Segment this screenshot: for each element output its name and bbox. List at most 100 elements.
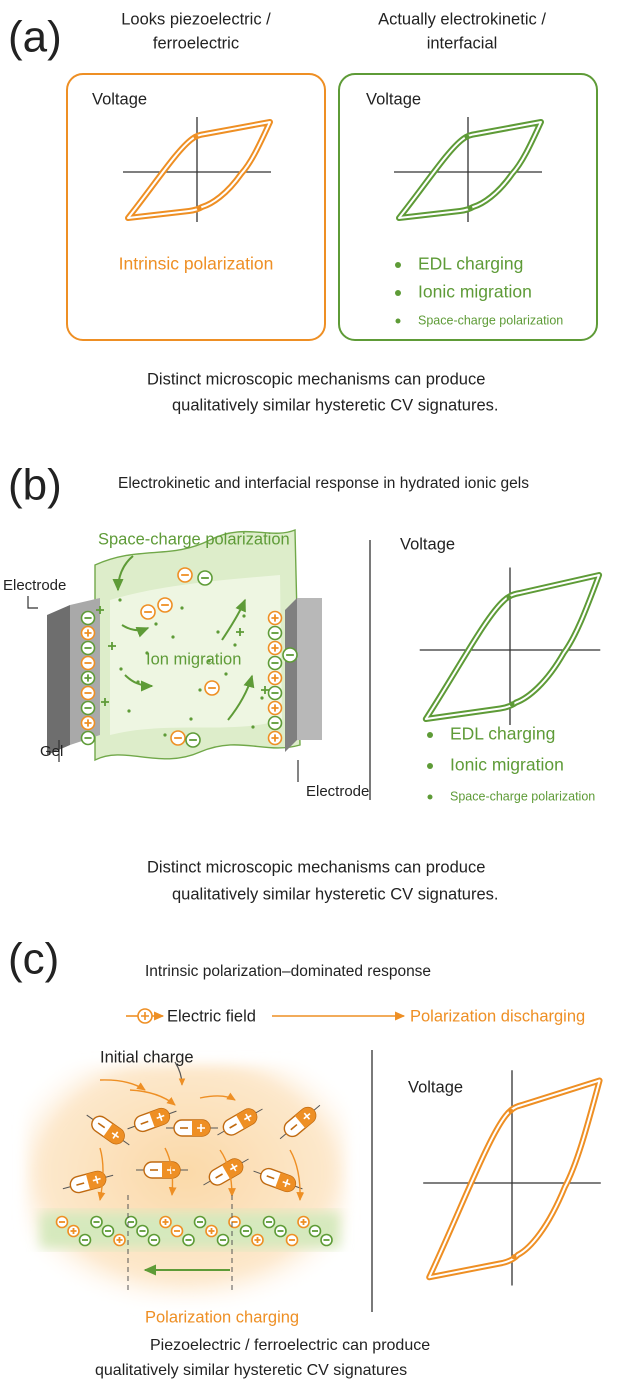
particle [180,606,184,610]
particle [251,725,255,729]
loop [396,119,544,221]
loop [426,1077,603,1281]
particle [224,672,228,676]
panel-label: (c) [8,935,59,984]
plus [111,1131,120,1139]
caption: qualitatively similar hysteretic CV sign… [95,1362,407,1379]
box [66,73,326,341]
bullet [395,318,401,324]
caption: Distinct microscopic mechanisms can prod… [147,370,485,388]
dipole [166,1119,218,1137]
heading: ferroelectric [153,34,239,52]
plus [156,1112,165,1121]
bullet-text: Ionic migration [418,282,532,302]
bullet [395,290,401,296]
plus [197,1124,205,1132]
hysteresis-plot [423,1070,603,1286]
plus [271,704,279,712]
arrow [227,674,255,721]
bullet-text: EDL charging [450,724,555,744]
particle [163,733,167,737]
hysteresis-plot [419,567,603,725]
caption: Distinct microscopic mechanisms can prod… [147,858,485,876]
bullet-text: Space-charge polarization [418,313,563,327]
electrode [285,598,297,752]
particle [216,630,220,634]
plus [141,1012,149,1020]
plus [282,1179,291,1188]
arrow [221,598,246,641]
dipole [127,1107,177,1133]
particle [154,622,158,626]
loop [422,572,603,722]
electrode [47,605,70,755]
panel-title: Electrokinetic and interfacial response … [118,475,529,492]
dot [511,1254,517,1260]
bracket [27,596,38,609]
arrow [121,624,150,638]
particle [189,717,193,721]
minus [76,1182,85,1186]
plot-caption: Intrinsic polarization [119,254,274,274]
plus [236,628,244,636]
dot [506,595,512,600]
heading: interfacial [427,34,498,52]
bullet [427,794,433,800]
plus [271,674,279,682]
diagram-label: Space-charge polarization [98,530,290,548]
diagram-label: Electrode [3,577,66,594]
bullet [427,763,433,769]
diagram-label: Ion migration [146,650,241,668]
plus [243,1113,252,1122]
plus [84,719,92,727]
dipole [86,1114,130,1146]
plus [116,1236,123,1244]
particle [119,667,123,671]
minus [229,1123,237,1129]
electrode [297,598,322,740]
particle [242,614,246,618]
dot [196,205,202,211]
panel-label: (a) [8,13,62,62]
bullet [395,262,401,268]
dot [467,205,473,211]
caption: qualitatively similar hysteretic CV sign… [172,885,498,903]
plus [96,606,104,614]
axis-label: Voltage [408,1078,463,1096]
dot [193,134,199,140]
particle [198,688,202,692]
dot [508,1108,514,1114]
particle [145,651,149,655]
particle [260,696,264,700]
minus [97,1122,106,1129]
dipole [217,1108,263,1136]
box [338,73,598,341]
plus [271,644,279,652]
legend-text: Polarization discharging [410,1007,585,1025]
particle [171,635,175,639]
panel-title: Intrinsic polarization–dominated respons… [145,963,431,980]
bullet [427,732,433,738]
heading: Looks piezoelectric / [121,10,271,28]
diagram-label: Electrode [306,783,369,800]
particle [127,709,131,713]
arrow [99,1079,146,1091]
plus [300,1218,307,1226]
dipole [253,1167,303,1193]
minus [266,1175,275,1180]
minus [215,1173,223,1179]
axis-label: Voltage [400,535,455,553]
diagram-label: Gel [40,743,63,760]
arrow [219,1149,236,1197]
arrow [164,1147,177,1196]
plus [208,1227,215,1235]
arrow [174,1061,186,1086]
diagram-label: Polarization charging [145,1308,299,1326]
plus [84,674,92,682]
gel-illustration [27,528,322,782]
plus [229,1163,238,1172]
legend-text: Electric field [167,1007,256,1025]
bullet-text: Space-charge polarization [450,789,595,803]
